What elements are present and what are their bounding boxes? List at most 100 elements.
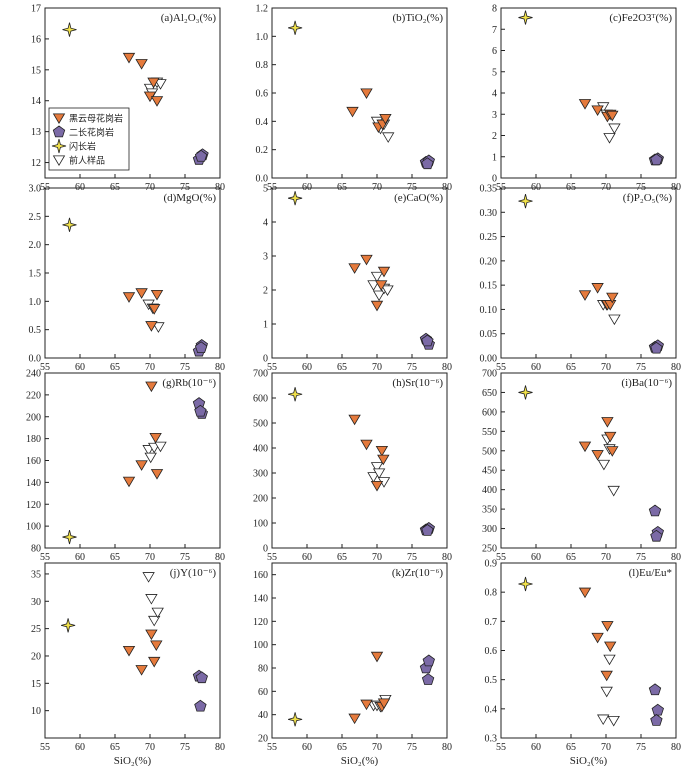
data-point-previous	[367, 280, 380, 291]
plot-frame	[271, 7, 448, 179]
x-tick-label: 55	[496, 742, 506, 753]
x-tick-label: 55	[496, 552, 506, 563]
data-point-previous	[372, 290, 386, 302]
x-tick-label: 65	[337, 362, 347, 373]
data-point-biotite	[135, 665, 148, 676]
data-point-twomica	[194, 699, 207, 712]
y-tick-label: 16	[31, 34, 41, 45]
data-point-previous	[151, 607, 164, 619]
y-tick-label: 80	[258, 664, 268, 675]
x-tick-label: 70	[145, 552, 155, 563]
x-tick-label: 55	[267, 742, 277, 753]
data-point-biotite	[348, 414, 361, 426]
y-tick-label: 3.0	[29, 184, 42, 195]
y-tick-label: 500	[253, 419, 268, 430]
legend-label-biotite: 黑云母花岗岩	[69, 113, 123, 124]
data-point-biotite	[600, 670, 613, 682]
panel-title: (b)TiO₂(%)	[393, 12, 444, 24]
x-tick-label: 55	[267, 362, 277, 373]
y-tick-label: 650	[482, 388, 497, 399]
y-tick-label: 140	[26, 478, 41, 489]
x-tick-label: 75	[636, 552, 646, 563]
x-tick-label: 70	[601, 552, 611, 563]
panel-title: (k)Zr(10⁻⁶)	[392, 567, 444, 579]
plot-frame	[271, 562, 448, 739]
panel-title: (l)Eu/Eu*	[629, 567, 672, 579]
data-point-previous	[148, 615, 161, 627]
y-tick-label: 4	[263, 218, 268, 229]
data-point-twomica	[648, 683, 662, 696]
y-tick-label: 1.5	[29, 269, 42, 280]
data-point-biotite	[150, 290, 164, 301]
y-tick-label: 0.5	[29, 325, 42, 336]
x-tick-label: 80	[671, 552, 681, 563]
y-tick-label: 100	[253, 640, 268, 651]
y-tick-label: 0.30	[480, 208, 498, 219]
data-point-twomica	[422, 654, 435, 667]
y-tick-label: 3	[492, 110, 497, 121]
x-tick-label: 70	[372, 552, 382, 563]
data-point-biotite	[145, 381, 158, 393]
panel-title: (c)Fe2O3ᵀ(%)	[609, 12, 672, 24]
x-tick-label: 60	[531, 742, 541, 753]
x-tick-label: 75	[180, 552, 190, 563]
x-tick-label: 60	[531, 552, 541, 563]
scatter-panel-7: 80 100 120 140 160 180 200 220 240 55 60 65 70 75 80 (g…	[26, 369, 225, 564]
data-point-previous	[603, 133, 616, 144]
plot-frame	[44, 7, 221, 179]
data-point-previous	[603, 654, 616, 666]
data-point-diorite	[288, 387, 303, 402]
x-tick-label: 55	[40, 742, 50, 753]
x-tick-label: 80	[671, 742, 681, 753]
data-point-biotite	[606, 292, 619, 304]
plot-frame	[500, 372, 677, 549]
y-tick-label: 0.3	[485, 734, 498, 745]
y-tick-label: 40	[258, 710, 268, 721]
y-tick-label: 240	[26, 369, 41, 380]
y-tick-label: 700	[253, 369, 268, 380]
y-tick-label: 0.20	[480, 256, 498, 267]
y-tick-label: 8	[492, 4, 497, 15]
plot-frame	[44, 187, 221, 359]
data-point-biotite	[360, 699, 373, 711]
data-point-diorite	[288, 712, 303, 727]
data-point-previous	[597, 459, 611, 471]
y-tick-label: 13	[31, 127, 41, 138]
data-point-biotite	[122, 645, 136, 657]
data-point-biotite	[604, 300, 617, 311]
data-point-biotite	[145, 629, 158, 641]
data-point-biotite	[348, 713, 361, 725]
y-tick-label: 5	[263, 184, 268, 195]
x-axis-label: SiO₂(%)	[114, 755, 152, 766]
x-tick-label: 65	[566, 362, 576, 373]
y-tick-label: 160	[26, 456, 41, 467]
data-point-diorite	[518, 10, 533, 25]
x-tick-label: 65	[110, 362, 120, 373]
data-point-previous	[145, 594, 158, 605]
y-tick-label: 0.8	[256, 60, 269, 71]
data-point-diorite	[62, 217, 77, 232]
data-point-twomica	[648, 504, 662, 517]
data-point-biotite	[360, 88, 373, 100]
x-tick-label: 75	[180, 742, 190, 753]
data-point-biotite	[606, 110, 619, 122]
data-point-twomica	[421, 334, 434, 347]
y-tick-label: 10	[31, 706, 41, 717]
data-point-twomica	[421, 673, 435, 685]
data-point-biotite	[591, 632, 604, 644]
y-tick-label: 220	[26, 390, 41, 401]
data-point-twomica	[194, 149, 208, 162]
data-point-biotite	[370, 300, 384, 312]
data-point-diorite	[62, 22, 77, 37]
data-point-previous	[142, 572, 155, 583]
data-point-biotite	[360, 254, 373, 266]
legend-marker-biotite	[52, 113, 66, 125]
y-tick-label: 0.4	[256, 117, 269, 128]
scatter-panel-12: 0.3 0.4 0.5 0.6 0.7 0.8 0.9 55 60 65 70 75 80 (l)Eu/E…	[485, 559, 682, 766]
y-tick-label: 0.9	[485, 559, 498, 570]
data-point-biotite	[122, 476, 136, 488]
x-tick-label: 75	[180, 362, 190, 373]
x-tick-label: 65	[110, 552, 120, 563]
